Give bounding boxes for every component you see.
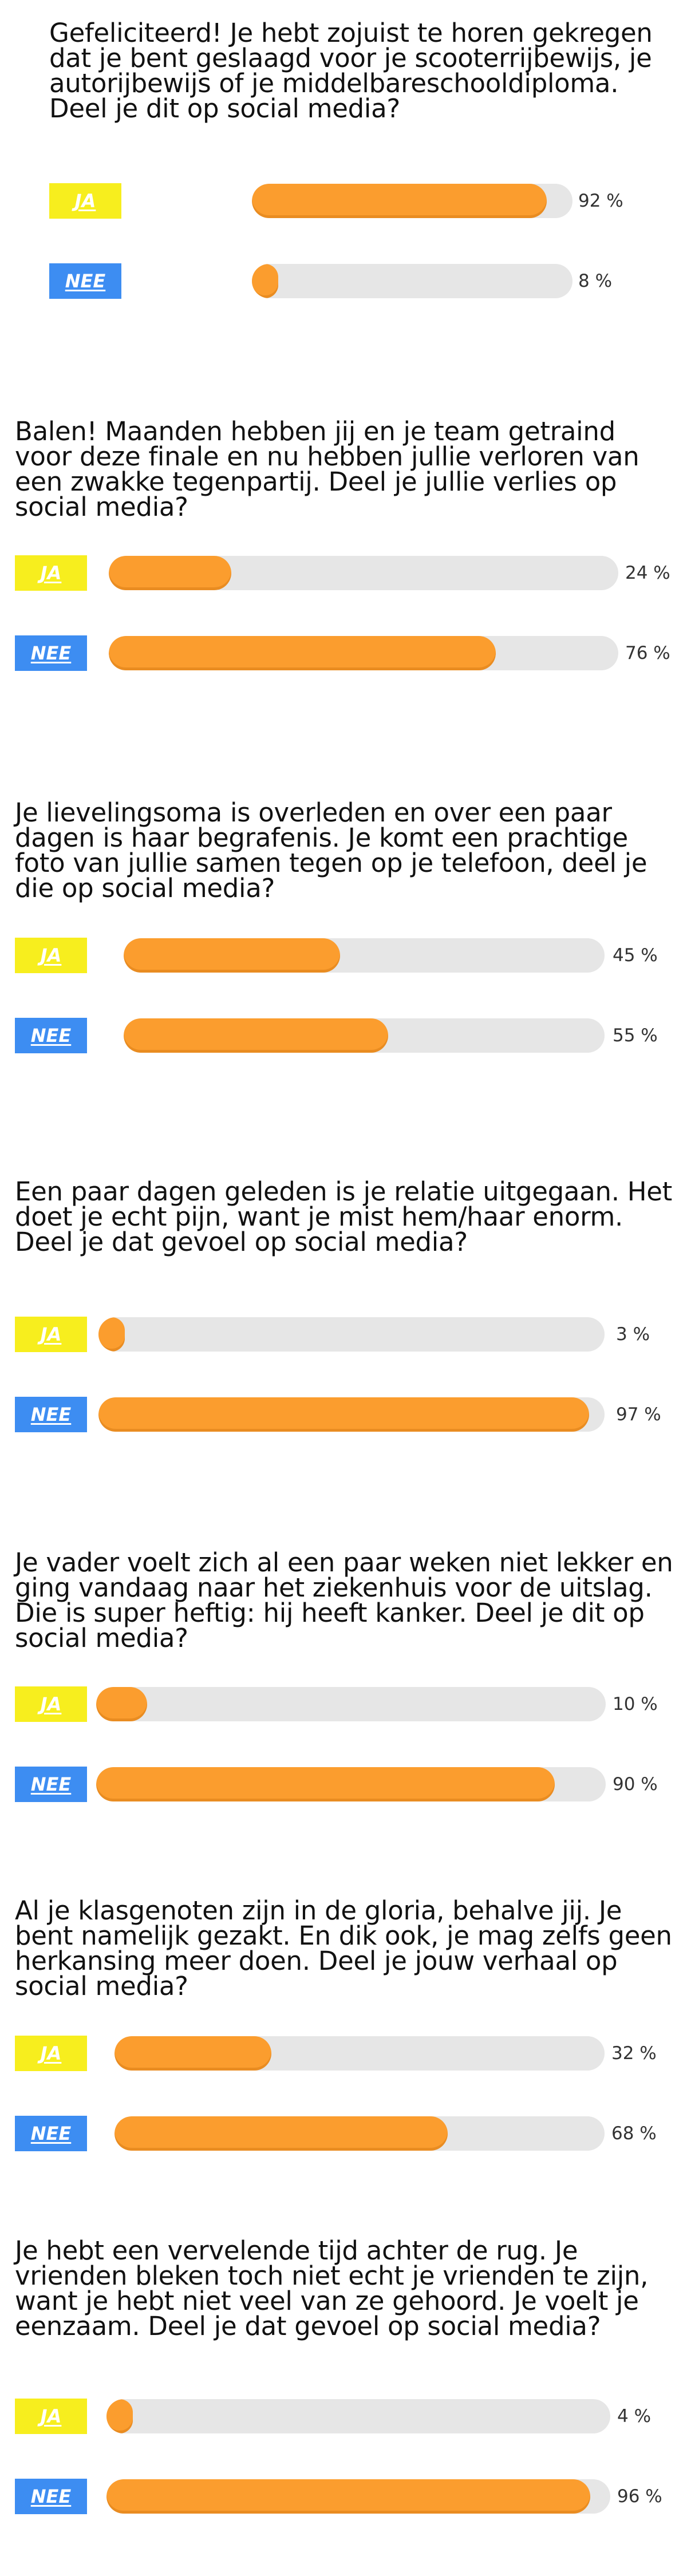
result-bar-track bbox=[252, 264, 572, 298]
percentage-label: 45 % bbox=[613, 945, 658, 966]
result-bar-track bbox=[114, 2116, 605, 2151]
percentage-label: 90 % bbox=[613, 1774, 658, 1795]
result-bar-fill bbox=[98, 1317, 125, 1352]
poll-question: Een paar dagen geleden is je relatie uit… bbox=[15, 1176, 672, 1257]
result-bar-fill bbox=[106, 2479, 590, 2514]
result-bar-fill bbox=[109, 636, 496, 670]
poll-1: Gefeliciteerd! Je hebt zojuist te horen … bbox=[49, 18, 656, 299]
poll-5: Je vader voelt zich al een paar weken ni… bbox=[15, 1547, 679, 1802]
result-bar-fill bbox=[106, 2399, 133, 2433]
ja-button[interactable]: JA bbox=[49, 183, 121, 219]
poll-3: Je lievelingsoma is overleden en over ee… bbox=[15, 797, 679, 1053]
percentage-label: 92 % bbox=[578, 191, 623, 211]
result-bar-track bbox=[252, 184, 572, 218]
percentage-label: 3 % bbox=[616, 1324, 650, 1345]
answer-nee: NEE 76 % bbox=[15, 635, 687, 672]
answer-ja: JA 32 % bbox=[15, 2036, 687, 2072]
poll-2: Balen! Maanden hebben jij en je team get… bbox=[15, 416, 679, 671]
answer-nee: NEE 55 % bbox=[15, 1018, 687, 1054]
answer-ja: JA 45 % bbox=[15, 938, 687, 974]
nee-button[interactable]: NEE bbox=[15, 1767, 87, 1802]
percentage-label: 97 % bbox=[616, 1404, 661, 1425]
answer-nee: NEE 96 % bbox=[15, 2479, 687, 2515]
poll-question: Je lievelingsoma is overleden en over ee… bbox=[15, 797, 647, 903]
answer-nee: NEE 8 % bbox=[49, 263, 687, 300]
ja-button[interactable]: JA bbox=[15, 2036, 87, 2071]
result-bar-track bbox=[114, 2036, 605, 2071]
answer-nee: NEE 97 % bbox=[15, 1397, 687, 1433]
percentage-label: 96 % bbox=[617, 2486, 662, 2507]
poll-4: Een paar dagen geleden is je relatie uit… bbox=[15, 1176, 679, 1432]
poll-question: Gefeliciteerd! Je hebt zojuist te horen … bbox=[49, 18, 653, 124]
result-bar-fill bbox=[96, 1767, 555, 1801]
poll-question: Je vader voelt zich al een paar weken ni… bbox=[15, 1547, 673, 1653]
percentage-label: 32 % bbox=[611, 2043, 657, 2064]
percentage-label: 10 % bbox=[613, 1694, 658, 1714]
answer-nee: NEE 68 % bbox=[15, 2116, 687, 2152]
percentage-label: 76 % bbox=[625, 643, 670, 663]
result-bar-track bbox=[96, 1767, 606, 1801]
result-bar-fill bbox=[98, 1397, 589, 1432]
percentage-label: 55 % bbox=[613, 1025, 658, 1046]
result-bar-fill bbox=[252, 184, 547, 218]
result-bar-track bbox=[109, 556, 618, 590]
poll-6: Al je klasgenoten zijn in de gloria, beh… bbox=[15, 1895, 679, 2151]
nee-button[interactable]: NEE bbox=[15, 2116, 87, 2151]
ja-button[interactable]: JA bbox=[15, 2399, 87, 2434]
answer-ja: JA 92 % bbox=[49, 183, 687, 220]
nee-button[interactable]: NEE bbox=[15, 1018, 87, 1053]
result-bar-fill bbox=[109, 556, 231, 590]
poll-7: Je hebt een vervelende tijd achter de ru… bbox=[15, 2235, 679, 2514]
percentage-label: 68 % bbox=[611, 2123, 657, 2144]
result-bar-fill bbox=[124, 1018, 388, 1053]
result-bar-fill bbox=[114, 2036, 271, 2071]
answer-ja: JA 3 % bbox=[15, 1317, 687, 1353]
nee-button[interactable]: NEE bbox=[15, 2479, 87, 2514]
result-bar-track bbox=[106, 2399, 610, 2433]
answer-nee: NEE 90 % bbox=[15, 1767, 687, 1803]
result-bar-fill bbox=[252, 264, 278, 298]
nee-button[interactable]: NEE bbox=[49, 263, 121, 299]
result-bar-track bbox=[98, 1397, 605, 1432]
percentage-label: 4 % bbox=[617, 2406, 652, 2427]
result-bar-track bbox=[124, 938, 605, 973]
result-bar-track bbox=[98, 1317, 605, 1352]
poll-question: Al je klasgenoten zijn in de gloria, beh… bbox=[15, 1895, 672, 2001]
poll-question: Balen! Maanden hebben jij en je team get… bbox=[15, 416, 639, 522]
percentage-label: 24 % bbox=[625, 563, 670, 583]
ja-button[interactable]: JA bbox=[15, 1317, 87, 1352]
percentage-label: 8 % bbox=[578, 271, 613, 291]
result-bar-fill bbox=[114, 2116, 448, 2151]
result-bar-track bbox=[106, 2479, 610, 2514]
result-bar-track bbox=[124, 1018, 605, 1053]
answer-ja: JA 4 % bbox=[15, 2399, 687, 2435]
result-bar-track bbox=[109, 636, 618, 670]
result-bar-fill bbox=[124, 938, 340, 973]
nee-button[interactable]: NEE bbox=[15, 635, 87, 671]
ja-button[interactable]: JA bbox=[15, 555, 87, 591]
ja-button[interactable]: JA bbox=[15, 1686, 87, 1722]
poll-question: Je hebt een vervelende tijd achter de ru… bbox=[15, 2235, 649, 2341]
ja-button[interactable]: JA bbox=[15, 938, 87, 973]
answer-ja: JA 24 % bbox=[15, 555, 687, 592]
answer-ja: JA 10 % bbox=[15, 1686, 687, 1723]
nee-button[interactable]: NEE bbox=[15, 1397, 87, 1432]
result-bar-fill bbox=[96, 1687, 147, 1721]
result-bar-track bbox=[96, 1687, 606, 1721]
